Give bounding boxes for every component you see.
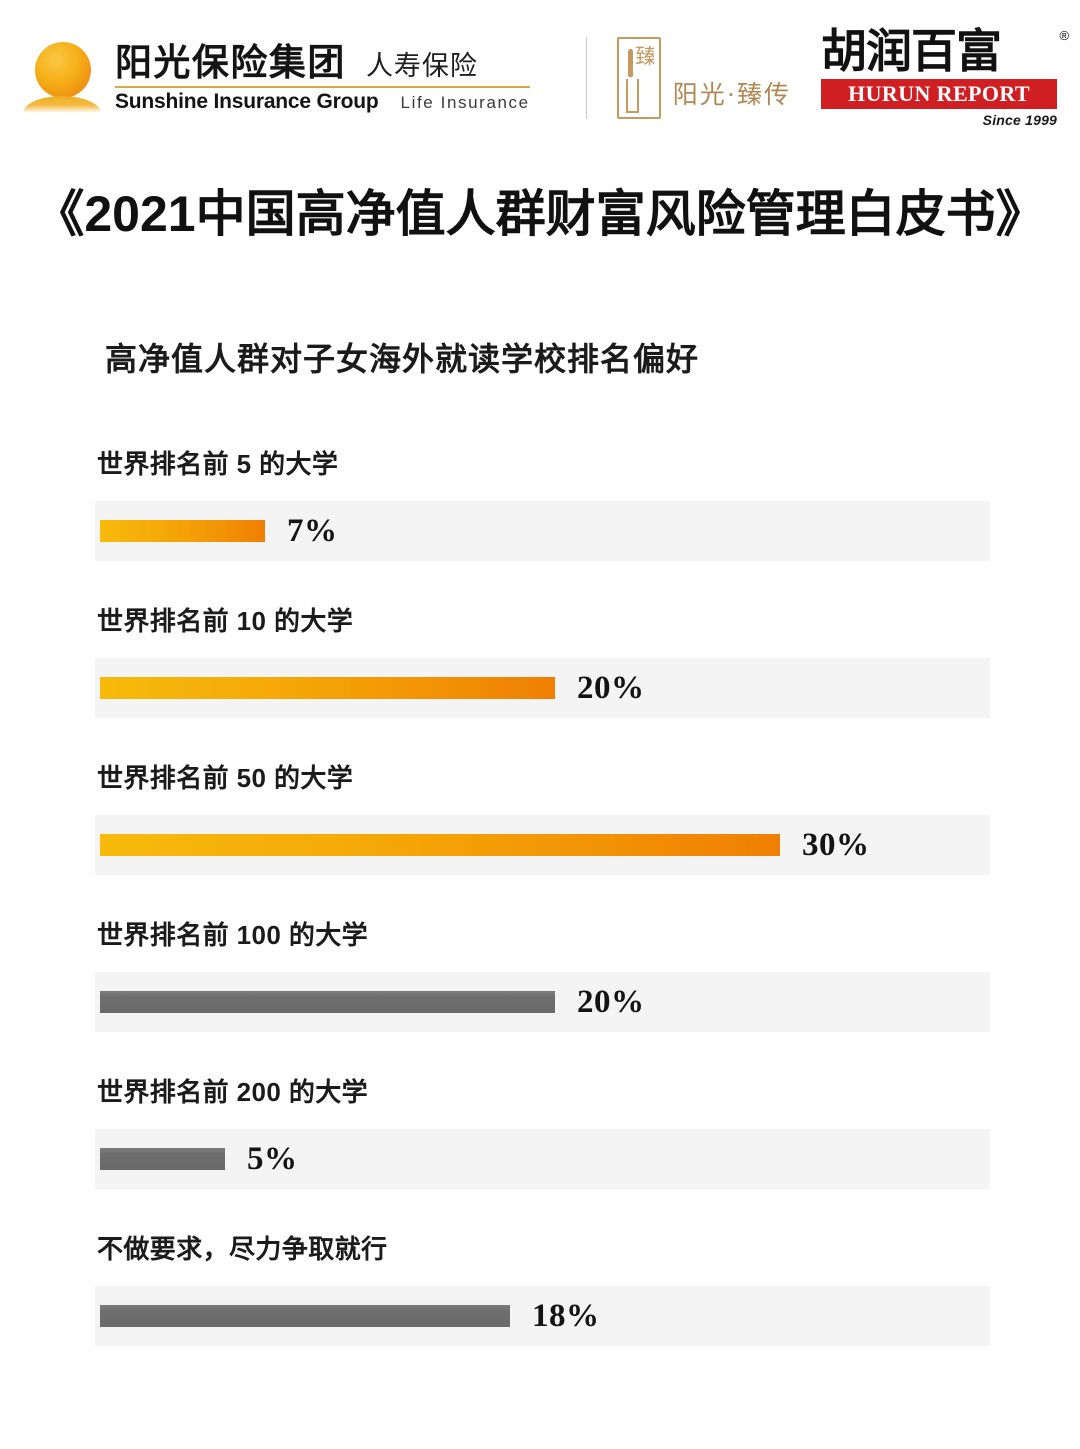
bar-track: 7% [95,501,990,561]
sunshine-chinese-name: 阳光保险集团 [114,41,346,83]
hurun-chinese-name: 胡润百富 [821,25,1002,78]
bar-row: 世界排名前 200 的大学 5% [95,1072,990,1189]
bar-track: 5% [95,1129,990,1189]
sunshine-divider-rule [114,86,530,89]
seal-glyph-text: 臻 [632,45,654,64]
sunshine-chinese-subname: 人寿保险 [365,50,478,81]
bar-value-label: 18% [532,1297,600,1334]
logo-divider [585,37,587,119]
bar-fill [100,520,265,542]
bar-category-label: 世界排名前 5 的大学 [97,449,339,479]
bar-track: 20% [95,658,990,718]
bar-track: 18% [95,1286,990,1346]
sunshine-english-subname: Life Insurance [400,93,530,113]
bar-category-label: 世界排名前 100 的大学 [97,920,369,950]
bar-value-label: 7% [287,512,338,549]
sun-icon [22,38,101,118]
bar-row: 世界排名前 5 的大学 7% [95,444,990,561]
bar-row: 世界排名前 10 的大学 20% [95,601,990,718]
bar-value-label: 20% [577,669,645,706]
chart-title: 高净值人群对子女海外就读学校排名偏好 [105,341,700,377]
bar-track: 20% [95,972,990,1032]
sunshine-english-row: Sunshine Insurance Group Life Insurance [115,90,530,114]
bar-category-label: 世界排名前 50 的大学 [97,763,354,793]
bar-fill [100,834,780,856]
zhenchuan-seal-logo: 臻 阳光·臻传 [616,37,821,119]
seal-label: 阳光·臻传 [672,82,792,109]
bar-track: 30% [95,815,990,875]
bar-row: 世界排名前 50 的大学 30% [95,758,990,875]
sunshine-chinese-row: 阳光保险集团 人寿保险 [115,42,530,83]
bar-value-label: 5% [247,1140,298,1177]
sunshine-insurance-logo: 阳光保险集团 人寿保险 Sunshine Insurance Group Lif… [22,38,556,118]
bar-category-label: 世界排名前 200 的大学 [97,1077,369,1107]
bar-row: 世界排名前 100 的大学 20% [95,915,990,1032]
bar-fill [100,1148,225,1170]
sun-disc-shape [34,42,91,98]
bar-row: 不做要求，尽力争取就行 18% [95,1229,990,1346]
hurun-since-text: Since 1999 [982,111,1058,128]
seal-icon: 臻 [616,37,661,119]
bar-fill [100,677,555,699]
hurun-english-name: HURUN REPORT [848,80,1030,106]
sunshine-english-name: Sunshine Insurance Group [114,90,379,114]
hurun-english-band: HURUN REPORT [821,78,1058,109]
bar-value-label: 20% [577,983,645,1020]
bar-category-label: 世界排名前 10 的大学 [97,606,354,636]
sun-horizon-shape [22,96,101,113]
bar-chart: 世界排名前 5 的大学 7% 世界排名前 10 的大学 20% 世界排名前 50 的大学… [95,444,990,1346]
hurun-report-logo: 胡润百富 ® HURUN REPORT Since 1999 [821,25,1069,128]
page-title: 《2021中国高净值人群财富风险管理白皮书》 [34,186,1046,242]
sunshine-logo-text: 阳光保险集团 人寿保险 Sunshine Insurance Group Lif… [114,42,530,114]
registered-trademark-icon: ® [1059,28,1070,44]
bar-fill [100,1305,510,1327]
header-logo-bar: 阳光保险集团 人寿保险 Sunshine Insurance Group Lif… [0,0,1080,130]
bar-fill [100,991,555,1013]
chart-container: 高净值人群对子女海外就读学校排名偏好 世界排名前 5 的大学 7% 世界排名前 10… [0,334,1080,1346]
bar-value-label: 30% [802,826,870,863]
bar-category-label: 不做要求，尽力争取就行 [97,1234,388,1264]
